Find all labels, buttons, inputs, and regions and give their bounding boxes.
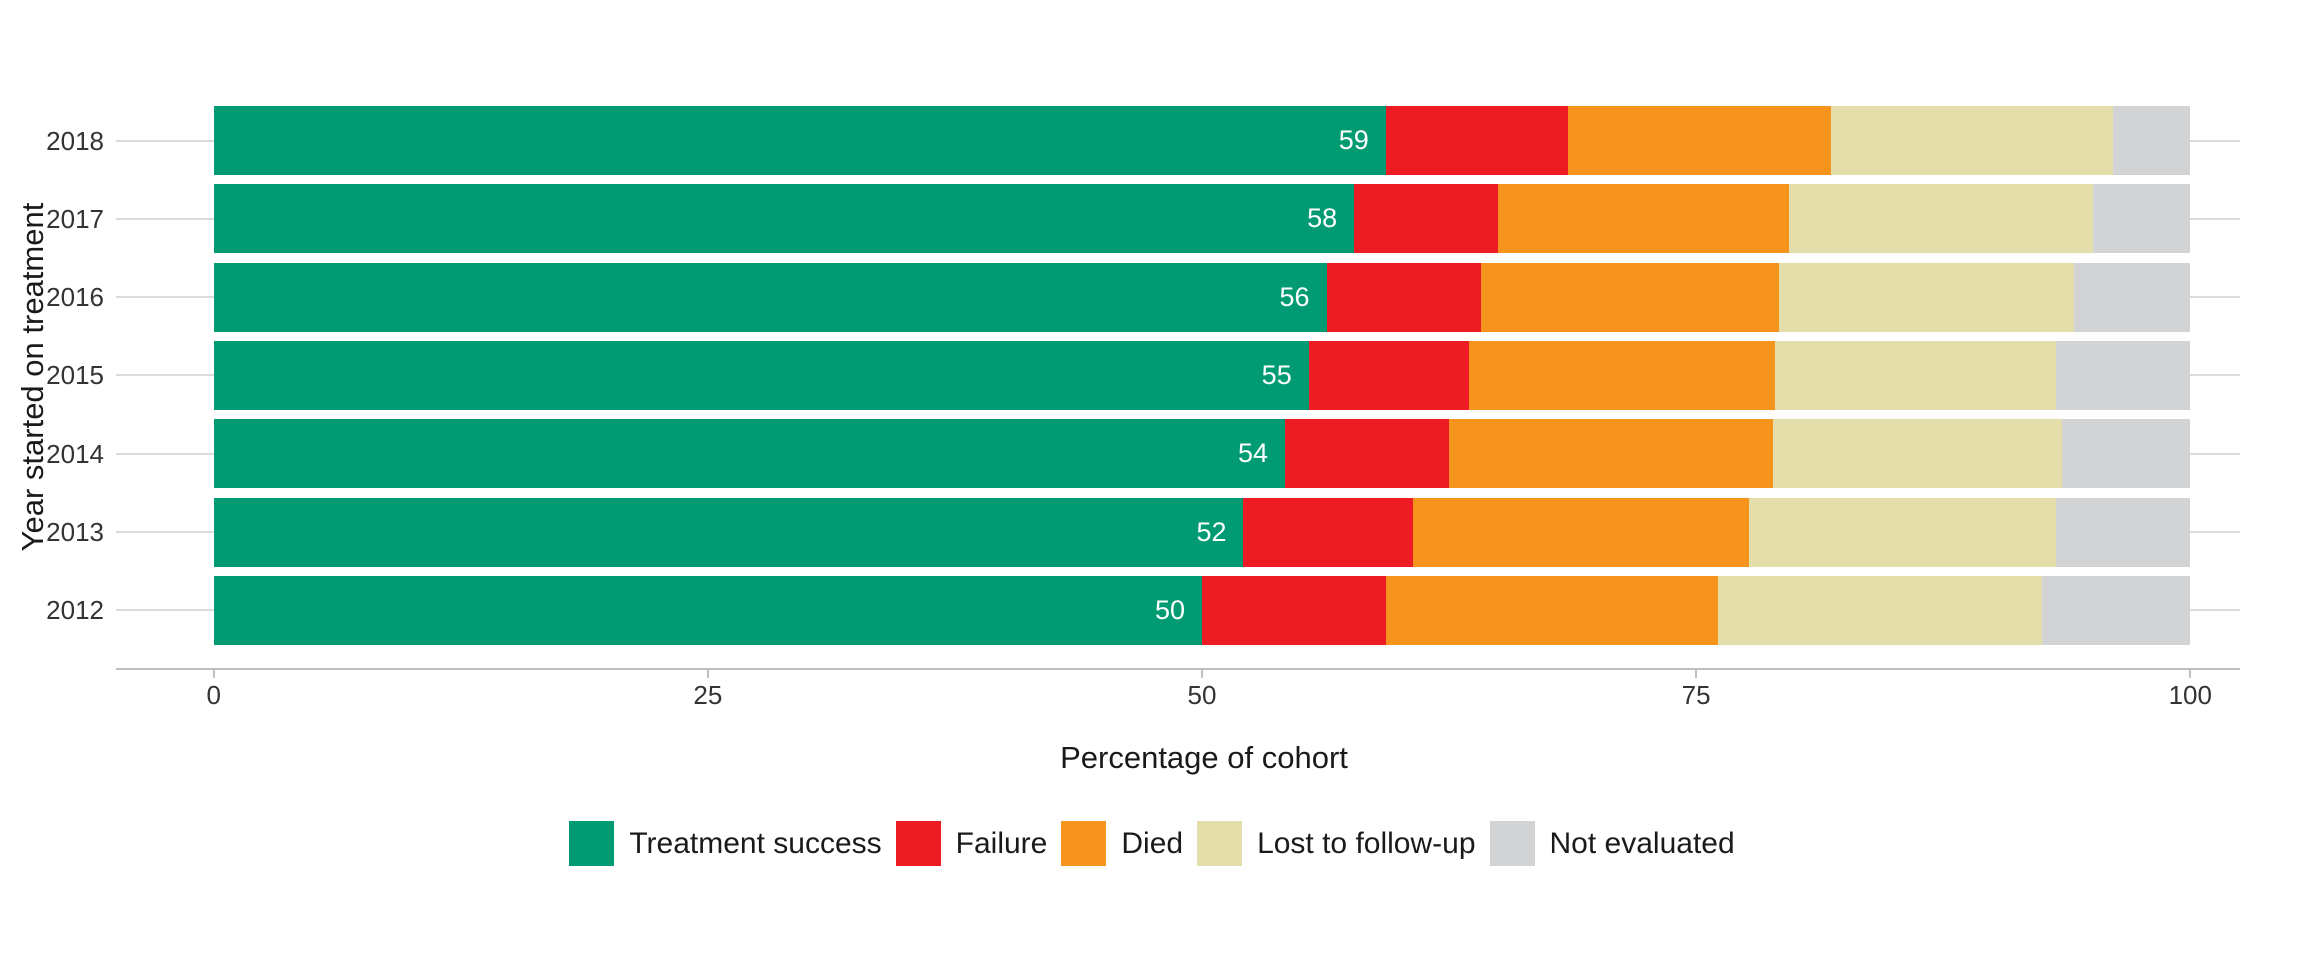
bar-segment-lost-to-follow-up: [1717, 575, 2043, 645]
x-tick-mark: [2189, 668, 2192, 678]
legend-swatch: [569, 821, 615, 866]
bar-segment-failure: [1201, 575, 1386, 645]
bar-row-2018: 59: [213, 106, 2191, 175]
x-tick-label: 100: [2168, 680, 2212, 710]
legend-label: Failure: [955, 826, 1048, 860]
bar-segment-treatment-success: 55: [213, 340, 1309, 410]
legend-item-lost-to-follow-up: Lost to follow-up: [1197, 821, 1476, 866]
bar-segment-failure: [1308, 340, 1469, 410]
bar-row-2012: 50: [213, 575, 2191, 645]
bar-segment-treatment-success: 56: [213, 262, 1327, 332]
x-tick-label: 25: [693, 680, 723, 710]
legend-swatch: [1197, 821, 1243, 866]
bar-segment-died: [1449, 419, 1774, 489]
bar-segment-failure: [1326, 262, 1481, 332]
bar-segment-failure: [1385, 106, 1568, 175]
legend-label: Not evaluated: [1549, 826, 1735, 860]
x-tick-label: 75: [1681, 680, 1711, 710]
bar-segment-died: [1498, 184, 1789, 254]
bar-row-2014: 54: [213, 419, 2191, 489]
bar-segment-lost-to-follow-up: [1775, 340, 2056, 410]
legend-label: Lost to follow-up: [1257, 826, 1476, 860]
bar-segment-failure: [1243, 497, 1414, 567]
bar-segment-lost-to-follow-up: [1779, 262, 2074, 332]
bar-row-2017: 58: [213, 184, 2191, 254]
legend-swatch: [1061, 821, 1107, 866]
x-tick-mark: [212, 668, 215, 678]
bar-segment-died: [1480, 262, 1780, 332]
y-tick-label: 2015: [46, 360, 104, 391]
bar-row-2013: 52: [213, 497, 2191, 567]
plot-panel: 59 58 56 55 54 52 50: [116, 80, 2240, 670]
y-tick-label: 2014: [46, 438, 104, 469]
legend-swatch: [1489, 821, 1535, 866]
bar-segment-lost-to-follow-up: [1789, 184, 2094, 254]
bar-segment-treatment-success: 52: [213, 497, 1244, 567]
bar-segment-died: [1413, 497, 1750, 567]
bar-segment-treatment-success: 59: [213, 106, 1386, 175]
x-tick-label: 50: [1187, 680, 1217, 710]
bar-segment-not-evaluated: [2042, 575, 2191, 645]
x-tick-mark: [1695, 668, 1698, 678]
bar-segment-died: [1567, 106, 1831, 175]
y-tick-label: 2013: [46, 517, 104, 547]
y-tick-label: 2017: [46, 203, 104, 234]
legend-label: Treatment success: [629, 826, 882, 860]
x-tick-mark: [1201, 668, 1203, 678]
bar-segment-not-evaluated: [2073, 262, 2191, 332]
x-tick-mark: [706, 668, 709, 678]
bar-segment-failure: [1354, 184, 1499, 254]
bar-segment-died: [1385, 575, 1718, 645]
bar-segment-lost-to-follow-up: [1830, 106, 2114, 175]
legend-item-not-evaluated: Not evaluated: [1489, 821, 1735, 866]
x-tick-label: 0: [206, 680, 221, 710]
bar-row-2016: 56: [213, 262, 2191, 332]
legend: Treatment success Failure Died Lost to foll…: [0, 821, 2304, 866]
bar-row-2015: 55: [213, 340, 2191, 410]
legend-label: Died: [1121, 826, 1184, 860]
bar-segment-not-evaluated: [2093, 184, 2191, 254]
bar-segment-not-evaluated: [2055, 497, 2191, 567]
x-axis-title: Percentage of cohort: [1060, 740, 1348, 775]
bar-segment-not-evaluated: [2061, 419, 2191, 489]
bar-segment-treatment-success: 50: [213, 575, 1202, 645]
legend-item-treatment-success: Treatment success: [569, 821, 882, 866]
y-tick-label: 2018: [46, 125, 104, 156]
bar-segment-treatment-success: 58: [213, 184, 1355, 254]
bar-segment-treatment-success: 54: [213, 419, 1285, 489]
bar-segment-lost-to-follow-up: [1749, 497, 2056, 567]
bar-segment-lost-to-follow-up: [1773, 419, 2062, 489]
bar-segment-died: [1468, 340, 1776, 410]
y-tick-label: 2016: [46, 282, 104, 313]
bar-segment-not-evaluated: [2113, 106, 2191, 175]
y-tick-label: 2012: [46, 595, 104, 626]
legend-swatch: [895, 821, 941, 866]
legend-item-failure: Failure: [895, 821, 1048, 866]
legend-item-died: Died: [1061, 821, 1183, 866]
bar-segment-failure: [1285, 419, 1450, 489]
bar-segment-not-evaluated: [2055, 340, 2191, 410]
